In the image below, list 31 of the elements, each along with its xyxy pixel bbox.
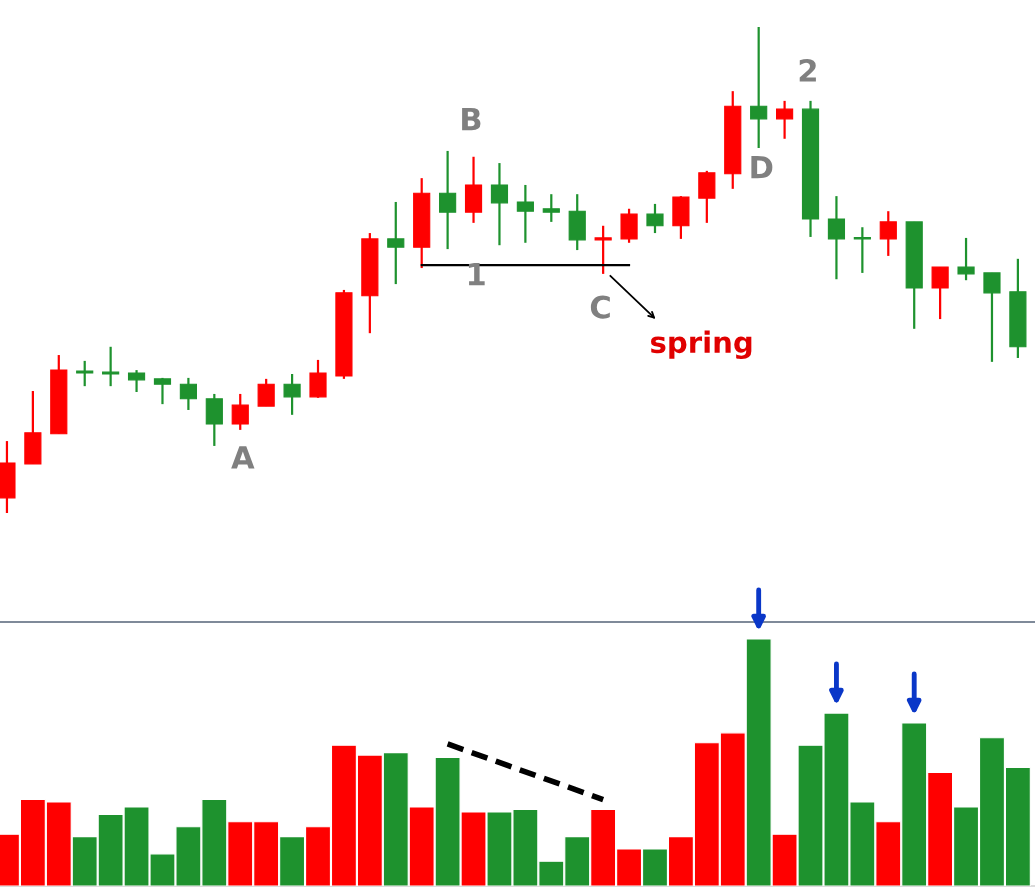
candlestick xyxy=(853,226,871,275)
candlestick xyxy=(439,149,457,251)
candlestick xyxy=(387,200,405,286)
candlestick xyxy=(931,265,949,321)
candlestick xyxy=(490,161,509,247)
annotation: 1 xyxy=(468,262,485,286)
candlestick xyxy=(127,369,146,394)
candlestick xyxy=(827,195,846,281)
annotation: C xyxy=(590,295,610,319)
annotation: A xyxy=(231,446,255,469)
annotation: spring xyxy=(651,330,752,360)
candlestick xyxy=(516,183,534,244)
candlestick xyxy=(542,193,560,223)
candlestick xyxy=(879,210,897,258)
candlestick xyxy=(750,25,768,150)
candlestick xyxy=(257,377,275,408)
annotation: 2 xyxy=(799,58,816,82)
candlestick xyxy=(283,372,301,416)
candlestick xyxy=(646,202,664,235)
candlestick xyxy=(102,345,120,388)
annotation: B xyxy=(462,107,481,131)
candlestick xyxy=(179,376,197,412)
candlestick xyxy=(957,236,975,282)
candlestick xyxy=(776,99,794,140)
candlestick xyxy=(231,392,249,431)
candlestick xyxy=(153,376,172,406)
candlestick xyxy=(594,224,612,275)
candlestick xyxy=(309,358,327,399)
annotation: D xyxy=(751,156,773,179)
candlestick xyxy=(983,271,1001,363)
candlestick xyxy=(76,359,94,388)
